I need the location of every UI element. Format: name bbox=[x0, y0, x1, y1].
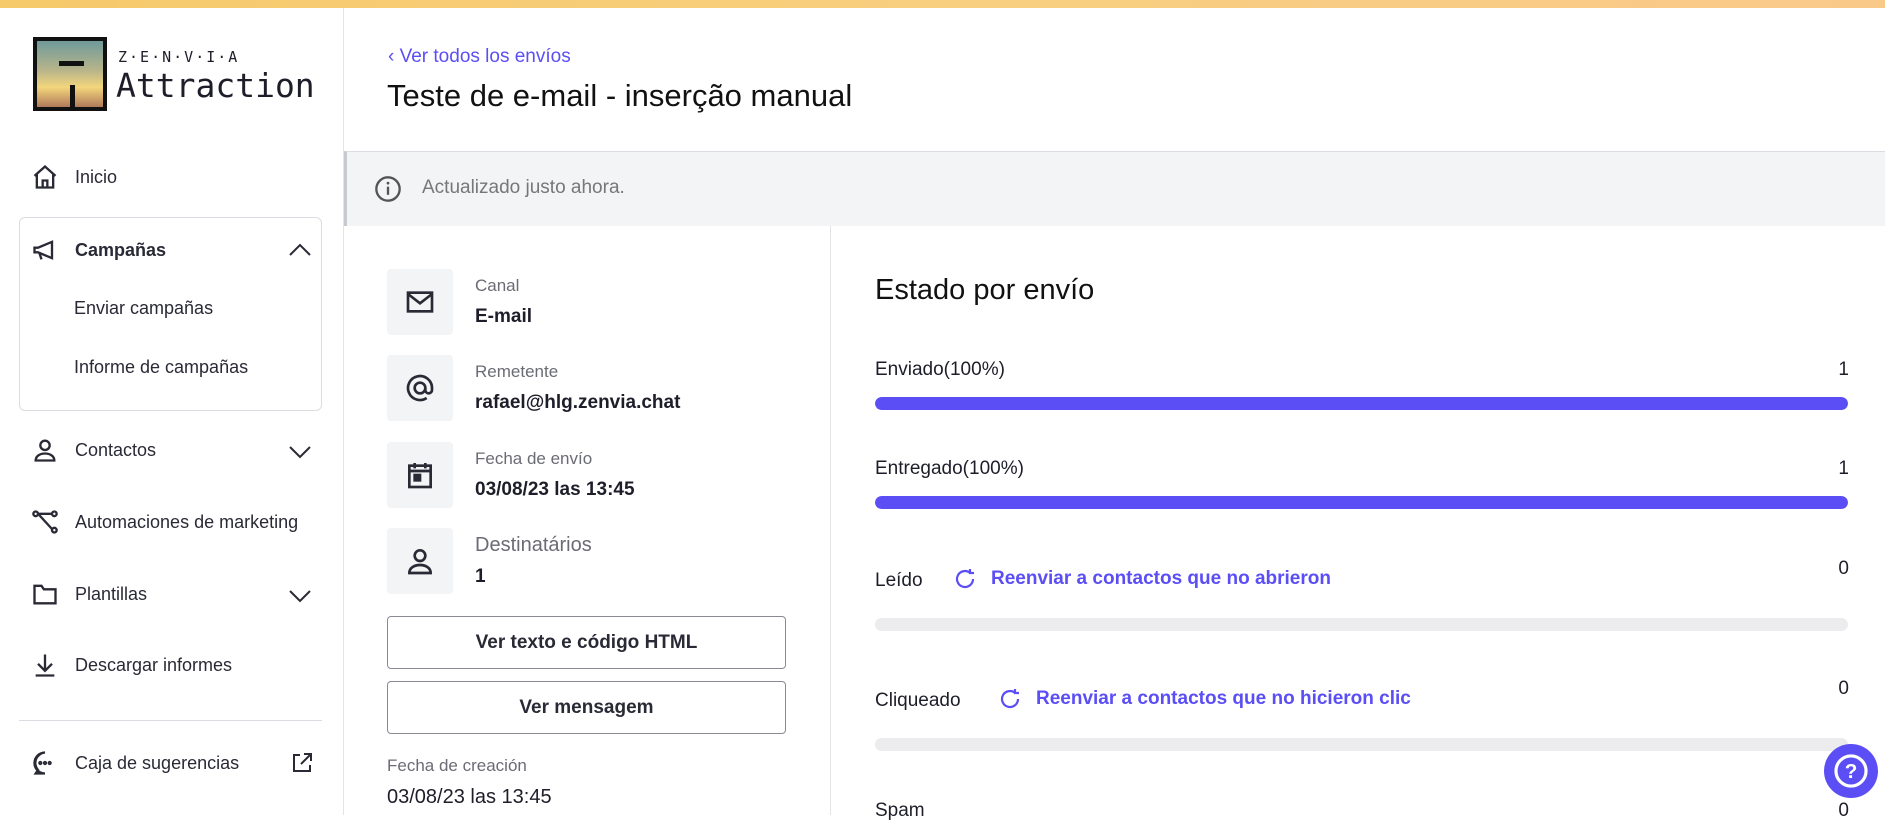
detail-label: Remetente bbox=[475, 362, 559, 381]
sidebar-divider bbox=[19, 720, 322, 721]
logo-brand: Z·E·N·V·I·A bbox=[118, 48, 240, 66]
home-icon bbox=[33, 164, 57, 189]
campanas-group bbox=[19, 217, 322, 411]
resend-label: Reenviar a contactos que no hicieron cli… bbox=[1036, 688, 1411, 709]
sidebar-subitem-informe[interactable]: Informe de campañas bbox=[74, 357, 249, 377]
chat-bubble-icon bbox=[33, 751, 52, 775]
mail-icon bbox=[406, 291, 434, 313]
sidebar-item-label: Descargar informes bbox=[75, 654, 233, 675]
detail-value: 03/08/23 las 13:45 bbox=[475, 479, 635, 500]
logo-image bbox=[33, 37, 107, 111]
status-label-leido: Leído bbox=[875, 570, 923, 591]
sidebar-item-label: Contactos bbox=[75, 439, 157, 460]
resend-unclicked-link[interactable]: Reenviar a contactos que no hicieron cli… bbox=[998, 687, 1411, 711]
at-icon bbox=[406, 374, 434, 402]
view-html-button[interactable]: Ver texto e código HTML bbox=[387, 616, 786, 669]
megaphone-icon bbox=[33, 240, 54, 260]
creation-value: 03/08/23 las 13:45 bbox=[387, 786, 552, 808]
sidebar-item-descargar[interactable]: Descargar informes bbox=[31, 651, 232, 679]
logo-product: Attraction bbox=[116, 66, 315, 105]
channel-icon-box bbox=[387, 269, 453, 335]
sidebar-item-label: Campañas bbox=[75, 239, 167, 260]
detail-value: 1 bbox=[475, 566, 486, 587]
question-icon: ? bbox=[1834, 754, 1868, 788]
sidebar-subitem-enviar[interactable]: Enviar campañas bbox=[74, 298, 214, 318]
info-banner bbox=[344, 151, 1885, 226]
sidebar-item-plantillas[interactable]: Plantillas bbox=[31, 580, 147, 608]
back-link[interactable]: ‹ Ver todos los envíos bbox=[388, 46, 571, 67]
progress-bar-entregado bbox=[875, 496, 1848, 509]
status-count: 1 bbox=[1838, 359, 1849, 380]
external-link-icon[interactable] bbox=[290, 751, 314, 775]
folder-icon bbox=[33, 584, 57, 605]
status-label-spam: Spam bbox=[875, 800, 925, 821]
sidebar-item-inicio[interactable]: Inicio bbox=[31, 163, 117, 191]
details-panel bbox=[344, 226, 831, 815]
detail-label: Destinatários bbox=[475, 534, 592, 556]
detail-label: Canal bbox=[475, 276, 520, 295]
progress-bar-leido bbox=[875, 618, 1848, 631]
detail-value: rafael@hlg.zenvia.chat bbox=[475, 392, 681, 413]
date-icon-box bbox=[387, 442, 453, 508]
status-count: 0 bbox=[1838, 800, 1849, 821]
refresh-icon bbox=[955, 569, 975, 589]
svg-text:?: ? bbox=[1845, 760, 1858, 783]
status-label-cliqueado: Cliqueado bbox=[875, 690, 961, 711]
status-title: Estado por envío bbox=[875, 274, 1095, 306]
view-message-button[interactable]: Ver mensagem bbox=[387, 681, 786, 734]
chevron-down-icon[interactable] bbox=[288, 586, 312, 606]
sidebar-item-label: Inicio bbox=[75, 166, 118, 187]
recipients-icon-box bbox=[387, 528, 453, 594]
calendar-icon bbox=[408, 463, 432, 489]
resend-label: Reenviar a contactos que no abrieron bbox=[991, 568, 1331, 589]
back-link-label: Ver todos los envíos bbox=[399, 46, 571, 67]
top-accent-bar bbox=[0, 0, 1885, 8]
status-label-entregado: Entregado(100%) bbox=[875, 458, 1024, 479]
status-label-enviado: Enviado(100%) bbox=[875, 359, 1005, 380]
refresh-icon bbox=[1000, 689, 1020, 709]
page-title: Teste de e-mail - inserção manual bbox=[387, 78, 853, 113]
chevron-down-icon[interactable] bbox=[288, 442, 312, 462]
progress-fill bbox=[875, 397, 1848, 410]
progress-bar-enviado bbox=[875, 397, 1848, 410]
download-icon bbox=[35, 654, 55, 677]
status-count: 1 bbox=[1838, 458, 1849, 479]
progress-fill bbox=[875, 496, 1848, 509]
chevron-up-icon[interactable] bbox=[288, 240, 312, 260]
help-button[interactable]: ? bbox=[1824, 744, 1878, 798]
progress-bar-cliqueado bbox=[875, 738, 1848, 751]
resend-unopened-link[interactable]: Reenviar a contactos que no abrieron bbox=[953, 567, 1331, 591]
sidebar-item-automaciones[interactable]: Automaciones de marketing bbox=[31, 508, 298, 536]
status-count: 0 bbox=[1838, 558, 1849, 579]
creation-label: Fecha de creación bbox=[387, 756, 527, 775]
sidebar bbox=[0, 8, 344, 815]
flow-icon bbox=[32, 510, 58, 534]
detail-value: E-mail bbox=[475, 306, 533, 327]
sidebar-item-contactos[interactable]: Contactos bbox=[31, 436, 156, 464]
sidebar-item-label: Caja de sugerencias bbox=[75, 752, 240, 773]
user-icon bbox=[34, 439, 56, 462]
user-icon bbox=[407, 549, 433, 575]
sidebar-item-label: Plantillas bbox=[75, 583, 148, 604]
sender-icon-box bbox=[387, 355, 453, 421]
sidebar-item-campanas[interactable]: Campañas bbox=[31, 236, 166, 264]
banner-text: Actualizado justo ahora. bbox=[422, 177, 625, 198]
detail-label: Fecha de envío bbox=[475, 449, 593, 468]
status-count: 0 bbox=[1838, 678, 1849, 699]
sidebar-item-label: Automaciones de marketing bbox=[75, 511, 299, 532]
info-icon bbox=[375, 176, 401, 202]
sidebar-item-sugerencias[interactable]: Caja de sugerencias bbox=[31, 749, 239, 777]
